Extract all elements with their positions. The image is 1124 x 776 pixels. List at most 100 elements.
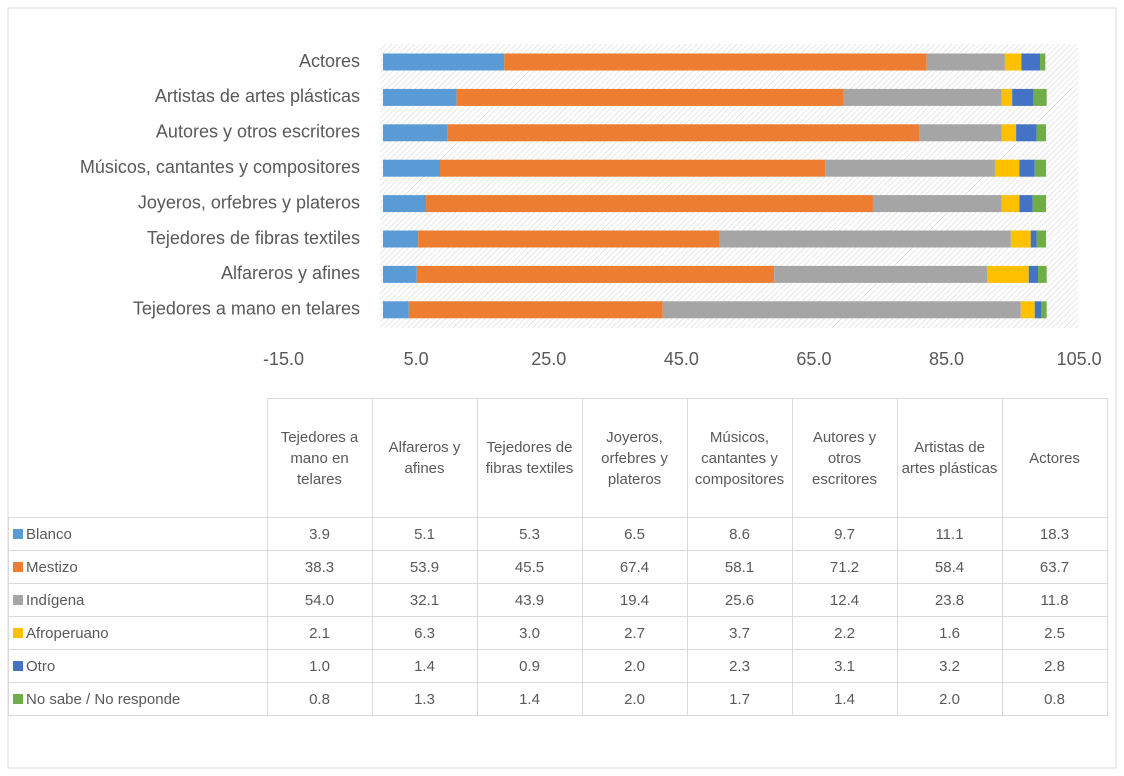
bar-segment [919,124,1002,142]
table-cell: 12.4 [791,583,898,617]
bar-segment [843,88,1002,106]
bar-segment [1033,88,1047,106]
table-row: Blanco 3.9 5.1 5.3 6.5 8.6 9.7 11.1 18.3 [8,517,1108,551]
bar-segment [383,230,419,248]
bar-segment [1001,195,1020,213]
table-cell: 1.0 [266,649,373,683]
bar-segment [383,124,448,142]
legend-label: Indígena [26,591,85,609]
table-cell: 1.7 [686,682,793,716]
table-cell: 1.6 [896,616,1003,650]
bar-segment [1016,124,1037,142]
table-row: No sabe / No responde 0.8 1.3 1.4 2.0 1.7 1.4 2… [8,682,1108,716]
legend-key [13,528,23,539]
bar-segment [456,88,844,106]
legend-entry: Afroperuano [8,616,268,650]
y-tick-label: Alfareros y afines [221,263,360,283]
table-cell: 25.6 [686,583,793,617]
table-cell: 0.9 [476,649,583,683]
x-tick-label: 85.0 [929,349,964,369]
bar-segment [825,159,995,177]
table-cell: 23.8 [896,583,1003,617]
table-row: Indígena 54.0 32.1 43.9 19.4 25.6 12.4 23.8 11.8 [8,583,1108,617]
bar-segment [662,301,1021,319]
table-cell: 63.7 [1001,550,1108,584]
y-tick-label: Músicos, cantantes y compositores [80,157,360,177]
table-cell: 11.1 [896,517,1003,551]
bar-segment [1040,53,1046,71]
table-cell: 8.6 [686,517,793,551]
bar-segment [416,265,775,283]
table-row: Mestizo 38.3 53.9 45.5 67.4 58.1 71.2 58.4 63.7 [8,550,1108,584]
x-tick-label: -15.0 [263,349,304,369]
bar-segment [994,159,1020,177]
x-tick-label: 105.0 [1057,349,1102,369]
legend-key [13,561,23,572]
table-cell: 58.1 [686,550,793,584]
plot-area [380,44,1078,328]
bar-segment [1020,301,1035,319]
bar-segment [926,53,1005,71]
bar-segment [1021,53,1041,71]
bar-segment [426,195,873,213]
table-cell: 58.4 [896,550,1003,584]
table-cell: 0.8 [266,682,373,716]
table-cell: 53.9 [371,550,478,584]
table-cell: 38.3 [266,550,373,584]
bar-segment [719,230,1011,248]
data-table: Tejedores a mano en telares Alfareros y a… [8,398,1108,716]
table-cell: 45.5 [476,550,583,584]
table-cell: 5.1 [371,517,478,551]
y-tick-label: Joyeros, orfebres y plateros [138,192,360,212]
bar-segment [383,88,457,106]
table-row: Afroperuano 2.1 6.3 3.0 2.7 3.7 2.2 1.6 2.5 [8,616,1108,650]
x-tick-label: 25.0 [531,349,566,369]
bar-segment [1028,265,1039,283]
bar-segment [440,159,826,177]
bar-segment [1001,124,1017,142]
bar-segment [1036,124,1046,142]
table-header: Tejedores a mano en telares Alfareros y a… [8,398,1108,518]
column-header: Joyeros, orfebres y plateros [581,398,688,518]
frame [7,7,1117,769]
bar-segment [504,53,927,71]
legend-key [13,594,23,605]
column-header: Alfareros y afines [371,398,478,518]
bar-segment [872,195,1002,213]
column-header: Tejedores de fibras textiles [476,398,583,518]
y-tick-label: Tejedores de fibras textiles [147,228,360,248]
bar-segment [447,124,920,142]
table-cell: 54.0 [266,583,373,617]
column-header: Actores [1001,398,1108,518]
table-cell: 1.4 [791,682,898,716]
column-header: Autores y otros escritores [791,398,898,518]
y-tick-label: Tejedores a mano en telares [133,299,360,319]
legend-entry: No sabe / No responde [8,682,268,716]
legend-entry: Otro [8,649,268,683]
bar-segment [383,265,417,283]
table-cell: 1.4 [476,682,583,716]
legend-label: Blanco [26,525,72,543]
table-cell: 6.3 [371,616,478,650]
table-cell: 67.4 [581,550,688,584]
legend-key [13,693,23,704]
table-cell: 3.9 [266,517,373,551]
table-cell: 5.3 [476,517,583,551]
column-header: Músicos, cantantes y compositores [686,398,793,518]
bar-segment [1038,265,1047,283]
table-cell: 3.7 [686,616,793,650]
table-cell: 2.8 [1001,649,1108,683]
table-cell: 32.1 [371,583,478,617]
legend-key [13,660,23,671]
bar-segment [986,265,1029,283]
table-cell: 11.8 [1001,583,1108,617]
table-cell: 2.3 [686,649,793,683]
bar-segment [1004,53,1022,71]
table-cell: 1.4 [371,649,478,683]
column-header: Artistas de artes plásticas [896,398,1003,518]
bar-segment [1036,230,1046,248]
table-cell: 2.1 [266,616,373,650]
bar-segment [1010,230,1031,248]
bar-segment [408,301,663,319]
